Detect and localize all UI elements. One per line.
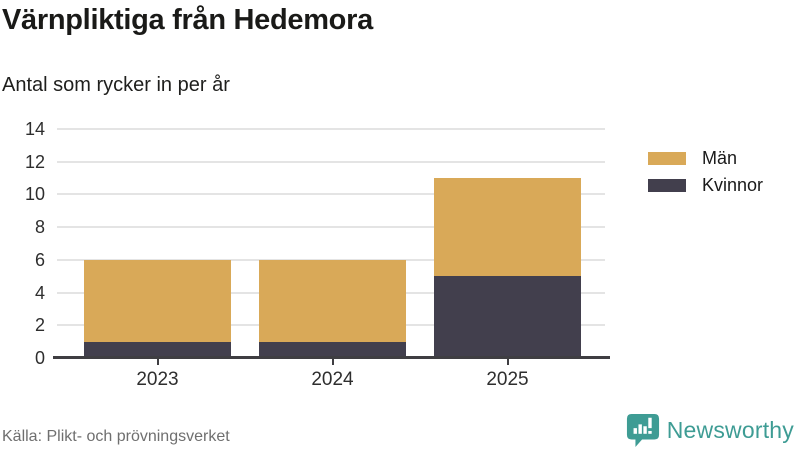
- x-axis-line: [53, 356, 610, 359]
- bar-2025-män: [434, 178, 581, 277]
- gridline-y-6: [57, 258, 605, 261]
- x-tick-2024: [331, 358, 334, 365]
- gridline-y-14: [57, 128, 605, 130]
- bar-2023-kvinnor: [84, 341, 231, 358]
- page-title: Värnpliktiga från Hedemora: [2, 4, 373, 36]
- gridline-y-8: [57, 226, 605, 229]
- legend-label-män: Män: [702, 148, 738, 168]
- x-tick-2025: [506, 358, 509, 365]
- chart-legend: Män Kvinnor: [648, 145, 763, 199]
- y-tick-label-4: 4: [34, 282, 45, 303]
- newsworthy-logo: Newsworthy: [626, 412, 794, 449]
- y-tick-label-10: 10: [24, 184, 45, 205]
- x-tick-2023: [156, 358, 159, 365]
- chart-subtitle: Antal som rycker in per år: [2, 74, 230, 96]
- legend-item-kvinnor: Kvinnor: [648, 172, 763, 199]
- newsworthy-speech-bubble-chart-icon: [626, 413, 659, 448]
- y-tick-label-12: 12: [24, 151, 45, 172]
- legend-item-män: Män: [648, 145, 763, 172]
- source-note: Källa: Plikt- och prövningsverket: [2, 428, 230, 445]
- brand-name: Newsworthy: [666, 417, 794, 443]
- bar-2024-män: [259, 259, 406, 342]
- y-tick-label-14: 14: [24, 119, 45, 139]
- legend-swatch-män: [648, 152, 686, 165]
- bar-2023-män: [84, 259, 231, 342]
- plot-area: 2023 2024 2025: [53, 128, 610, 390]
- x-tick-label-2025: 2025: [486, 369, 529, 390]
- gridline-y-12: [57, 160, 605, 163]
- y-tick-label-8: 8: [34, 217, 45, 238]
- y-tick-label-2: 2: [34, 315, 45, 336]
- y-tick-label-0: 0: [34, 348, 45, 368]
- x-tick-label-2024: 2024: [311, 369, 354, 390]
- bar-2024-kvinnor: [259, 341, 406, 358]
- legend-swatch-kvinnor: [648, 179, 686, 192]
- y-tick-label-6: 6: [34, 249, 45, 270]
- y-axis: 0 2 4 6 8 10 12 14: [0, 119, 45, 368]
- bar-2025-kvinnor: [434, 276, 581, 358]
- x-tick-label-2023: 2023: [136, 369, 179, 390]
- gridline-y-10: [57, 193, 605, 196]
- legend-label-kvinnor: Kvinnor: [702, 175, 764, 195]
